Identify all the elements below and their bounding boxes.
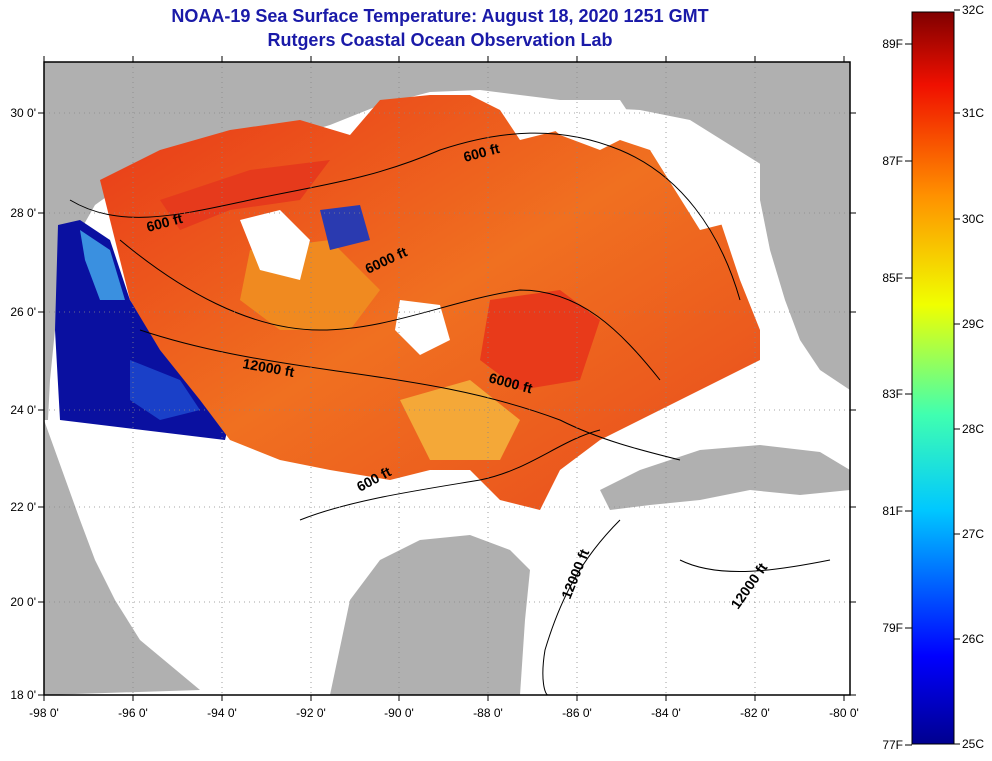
scale-label-c: 25C (962, 737, 984, 751)
lat-label: 20 0' (10, 595, 36, 609)
lon-label: -96 0' (118, 706, 148, 720)
lat-label: 26 0' (10, 305, 36, 319)
scale-label-f: 81F (882, 504, 903, 518)
yucatan (330, 535, 530, 695)
scale-label-c: 28C (962, 422, 984, 436)
scale-label-c: 29C (962, 317, 984, 331)
scale-label-c: 31C (962, 106, 984, 120)
lon-label: -90 0' (384, 706, 414, 720)
scale-label-f: 89F (882, 37, 903, 51)
scale-label-f: 87F (882, 154, 903, 168)
scale-label-c: 30C (962, 212, 984, 226)
graticule (44, 62, 850, 695)
scale-label-c: 27C (962, 527, 984, 541)
us-land (44, 62, 850, 420)
scale-label-f: 85F (882, 271, 903, 285)
lat-label: 22 0' (10, 500, 36, 514)
title-line-2: Rutgers Coastal Ocean Observation Lab (267, 30, 613, 50)
lat-label: 24 0' (10, 403, 36, 417)
lon-label: -80 0' (829, 706, 859, 720)
scale-label-f: 83F (882, 387, 903, 401)
lon-label: -84 0' (651, 706, 681, 720)
scale-label-c: 26C (962, 632, 984, 646)
scale-label-c: 32C (962, 3, 984, 17)
title-line-1: NOAA-19 Sea Surface Temperature: August … (171, 6, 709, 26)
lat-label: 18 0' (10, 688, 36, 702)
lon-label: -98 0' (29, 706, 59, 720)
lat-label: 30 0' (10, 106, 36, 120)
cuba (600, 445, 850, 510)
lon-label: -92 0' (296, 706, 326, 720)
color-scale-bar (911, 11, 955, 745)
lon-label: -88 0' (473, 706, 503, 720)
lon-label: -86 0' (562, 706, 592, 720)
florida (760, 130, 850, 390)
mexico-land (44, 420, 200, 695)
lon-label: -94 0' (207, 706, 237, 720)
scale-label-f: 77F (882, 738, 903, 752)
scale-label-f: 79F (882, 621, 903, 635)
lat-label: 28 0' (10, 206, 36, 220)
lon-label: -82 0' (740, 706, 770, 720)
